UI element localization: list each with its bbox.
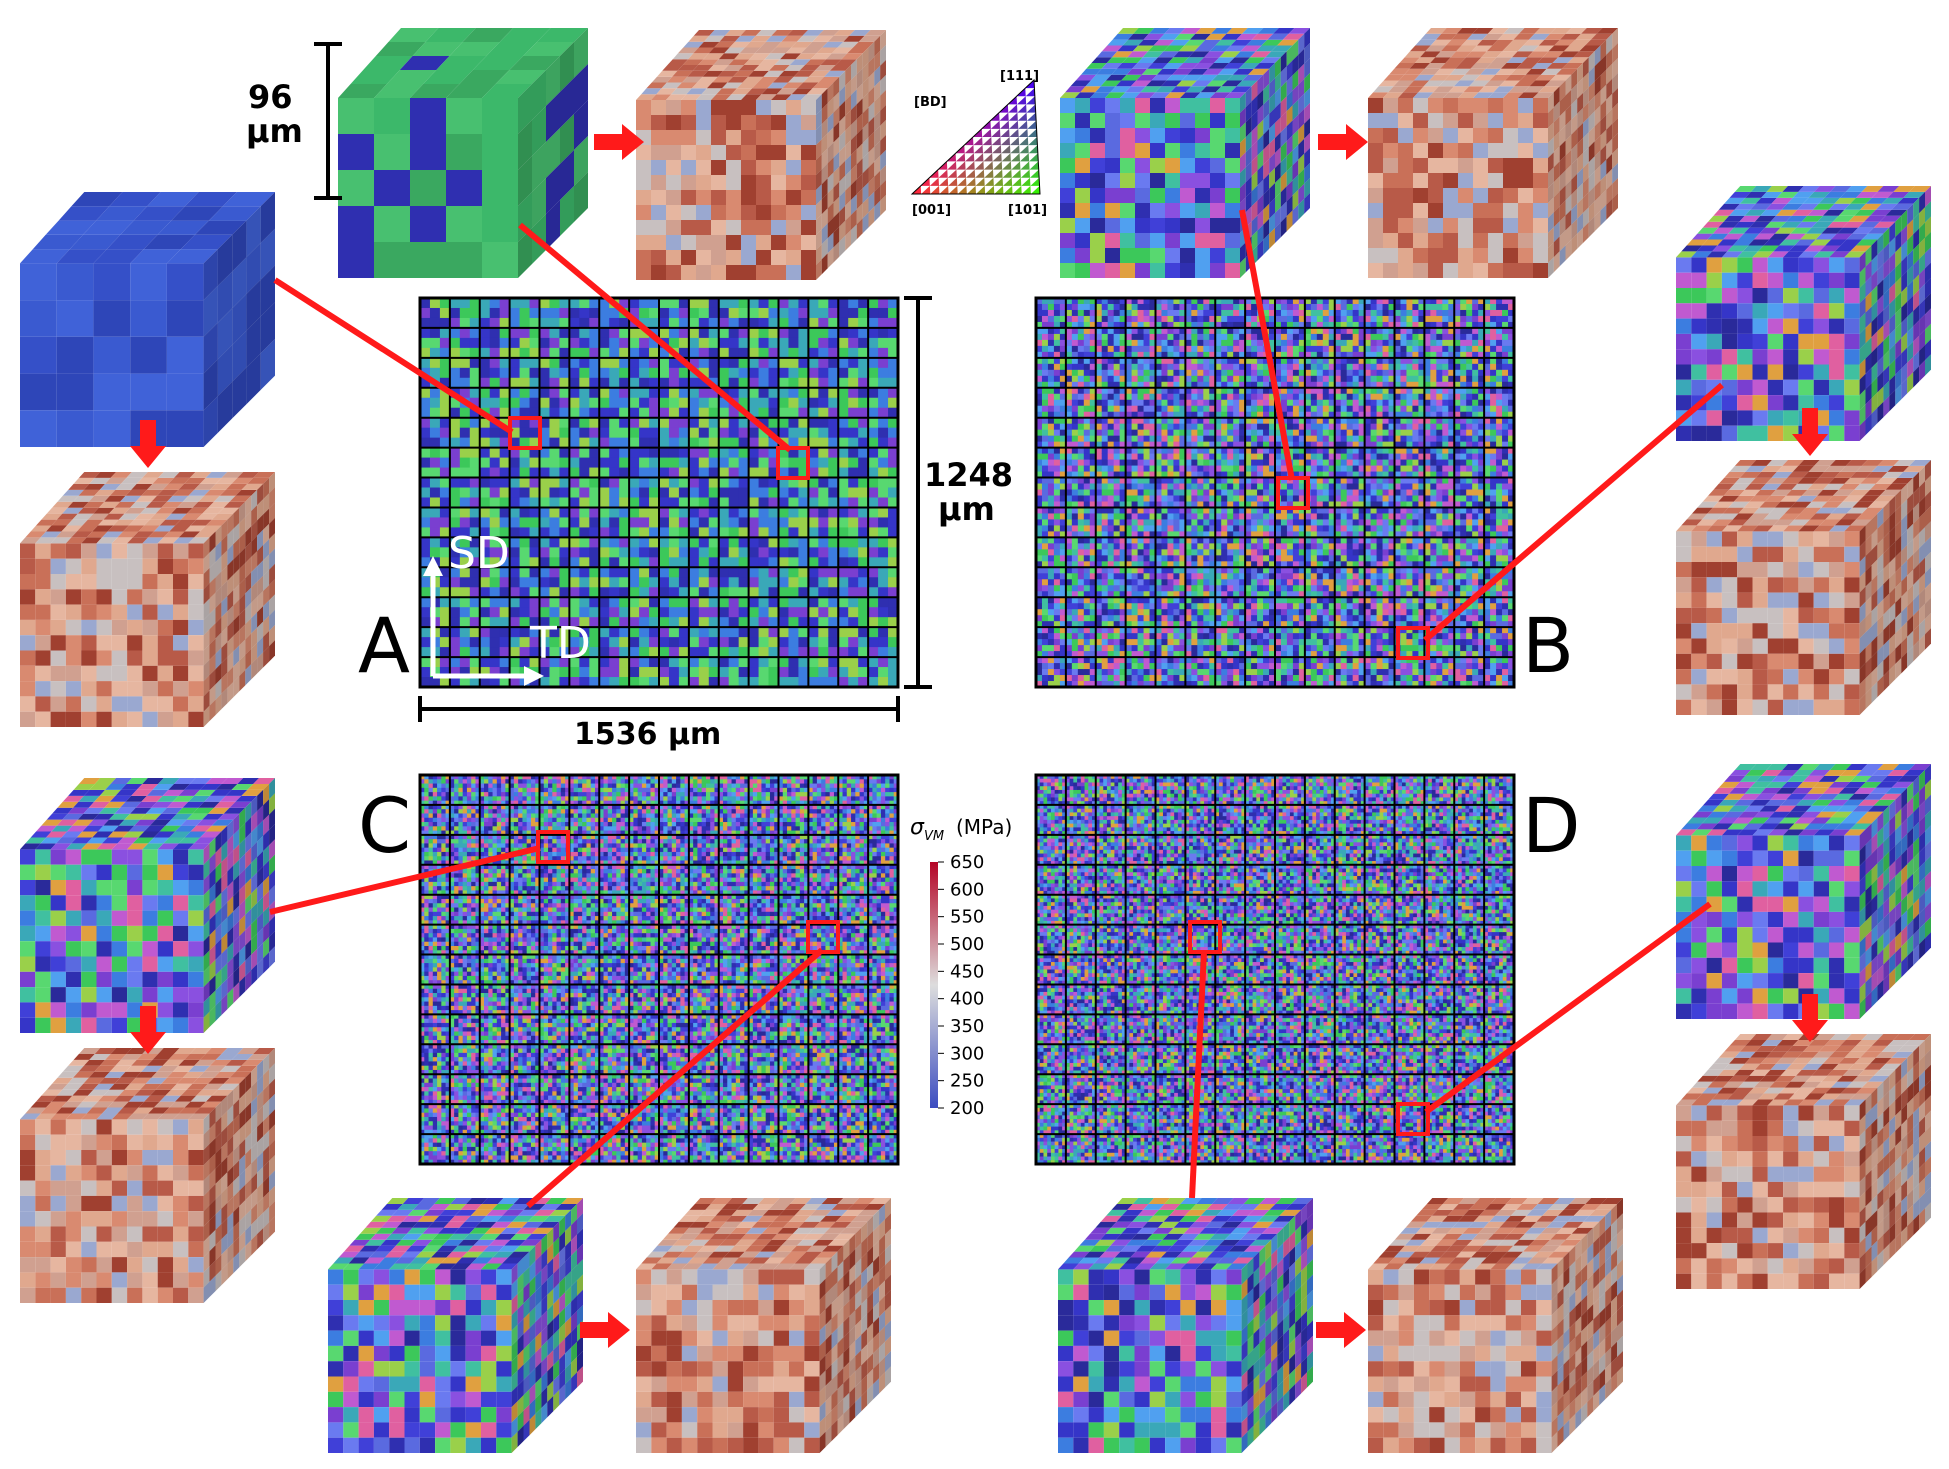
colorbar-tick-label: 500 <box>950 934 984 955</box>
cube-a-top-stress <box>636 30 886 280</box>
cube-d-bottom-orientation <box>1058 1198 1313 1453</box>
right-arrow-icon <box>580 1312 630 1348</box>
cube-b-right-orientation <box>1676 186 1931 441</box>
cube-c-bottom-orientation <box>328 1198 583 1453</box>
cube-a-left-stress <box>20 472 275 727</box>
colorbar-tick-label: 250 <box>950 1071 984 1092</box>
map-height-value: 1248 <box>924 456 1013 494</box>
right-arrow-icon <box>1316 1312 1366 1348</box>
ipf-corner-001: [001] <box>912 203 951 218</box>
colorbar-tick-label: 300 <box>950 1043 984 1064</box>
colorbar-tick-label: 600 <box>950 879 984 900</box>
panel-label-c: C <box>358 781 411 870</box>
cube-a-top-orientation <box>338 28 588 278</box>
td-label: TD <box>529 618 591 669</box>
ipf-color-key: [BD] [111] [001] [101] <box>912 69 1047 218</box>
sd-label: SD <box>448 528 510 579</box>
cube-b-right-stress <box>1676 460 1931 715</box>
colorbar-tick-label: 650 <box>950 852 984 873</box>
cube-height-scale: 96 μm <box>246 44 342 198</box>
cubes-layer <box>20 28 1931 1453</box>
cube-d-right-orientation <box>1676 764 1931 1019</box>
colorbar-tick-label: 550 <box>950 907 984 928</box>
map-height-scale: 1248 μm <box>904 298 1013 687</box>
cube-d-bottom-stress <box>1368 1198 1623 1453</box>
colorbar-tick-label: 450 <box>950 961 984 982</box>
ipf-corner-111: [111] <box>1000 69 1039 84</box>
cube-height-unit: μm <box>246 112 303 150</box>
colorbar-gradient <box>930 862 938 1108</box>
cube-c-bottom-stress <box>636 1198 891 1453</box>
ipf-corner-101: [101] <box>1008 203 1047 218</box>
colorbar-symbol: σ <box>910 815 925 840</box>
cube-a-left-orientation <box>20 192 275 447</box>
map-d <box>1036 775 1514 1164</box>
colorbar-ticks: 650 600 550 500 450 400 350 300 250 200 <box>938 852 984 1119</box>
map-height-unit: μm <box>938 490 995 528</box>
colorbar-tick-label: 350 <box>950 1016 984 1037</box>
cube-b-top-stress <box>1368 28 1618 278</box>
map-width-label: 1536 μm <box>574 717 721 752</box>
colorbar-tick-label: 200 <box>950 1098 984 1119</box>
panel-label-b: B <box>1522 601 1574 690</box>
right-arrow-icon <box>1318 124 1368 160</box>
cube-c-left-stress <box>20 1048 275 1303</box>
stress-colorbar: σ VM (MPa) 650 600 550 500 450 400 350 300 250 20… <box>910 815 1012 1119</box>
colorbar-tick-label: 400 <box>950 989 984 1010</box>
panel-label-a: A <box>358 601 410 690</box>
ipf-title: [BD] <box>914 95 947 110</box>
panel-label-d: D <box>1522 781 1581 870</box>
colorbar-unit: (MPa) <box>956 815 1012 839</box>
arrows-layer <box>130 124 1828 1348</box>
map-b <box>1036 298 1514 687</box>
cube-d-right-stress <box>1676 1034 1931 1289</box>
colorbar-subscript: VM <box>924 829 944 844</box>
map-c <box>420 775 898 1164</box>
cube-b-top-orientation <box>1060 28 1310 278</box>
map-width-scale: 1536 μm <box>420 696 898 752</box>
cube-c-left-orientation <box>20 778 275 1033</box>
map-a <box>420 298 898 687</box>
cube-height-value: 96 <box>248 78 293 116</box>
